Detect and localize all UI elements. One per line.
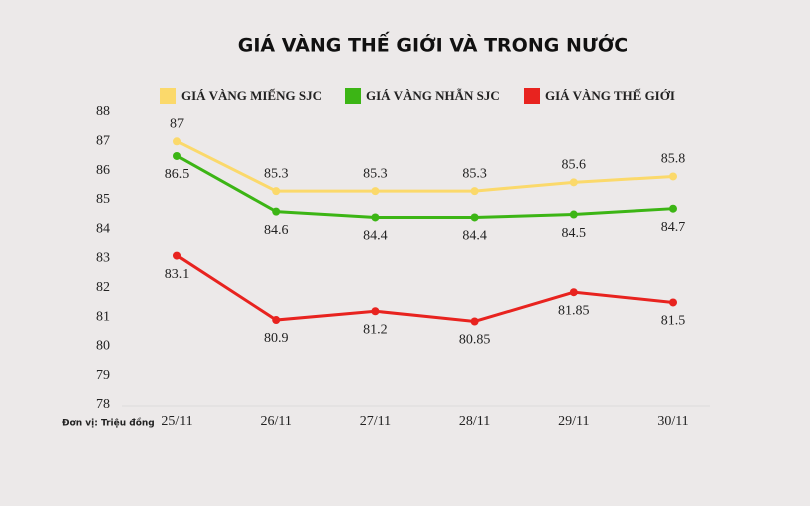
- y-tick-label: 88: [96, 104, 110, 119]
- data-label: 83.1: [165, 267, 190, 282]
- data-point: [569, 288, 578, 297]
- y-tick-label: 82: [96, 280, 110, 295]
- data-label: 80.85: [459, 333, 491, 348]
- data-label: 87: [170, 117, 184, 132]
- series-line: [176, 139, 674, 193]
- legend-label: GIÁ VÀNG NHẪN SJC: [366, 88, 500, 103]
- data-label: 84.4: [363, 229, 388, 244]
- unit-label: Đơn vị: Triệu đồng: [62, 418, 155, 429]
- data-label: 84.7: [661, 220, 686, 235]
- data-label: 85.3: [363, 166, 388, 181]
- x-tick-label: 26/11: [261, 414, 292, 429]
- data-point: [173, 137, 181, 146]
- y-tick-label: 80: [96, 339, 110, 354]
- y-tick-label: 85: [96, 192, 110, 207]
- x-tick-label: 30/11: [657, 414, 688, 429]
- data-point: [173, 151, 181, 160]
- x-tick-label: 25/11: [161, 414, 192, 429]
- data-point: [669, 172, 677, 181]
- legend-swatch: [160, 88, 176, 104]
- data-point: [569, 210, 578, 219]
- data-label: 85.3: [462, 166, 487, 181]
- data-point: [470, 213, 479, 222]
- data-label: 85.6: [562, 158, 587, 173]
- y-tick-label: 78: [96, 397, 110, 412]
- data-point: [173, 251, 181, 260]
- y-tick-label: 86: [96, 163, 110, 178]
- data-label: 81.2: [363, 322, 388, 337]
- data-label: 81.85: [558, 303, 590, 318]
- data-point: [569, 178, 578, 187]
- data-point: [470, 317, 479, 326]
- data-point: [470, 187, 479, 196]
- series-line: [176, 254, 674, 324]
- data-point: [272, 207, 281, 216]
- y-tick-label: 79: [96, 368, 110, 383]
- legend-swatch: [524, 88, 540, 104]
- data-label: 84.4: [462, 229, 487, 244]
- legend-swatch: [345, 88, 361, 104]
- data-label: 81.5: [661, 314, 686, 329]
- y-tick-label: 87: [96, 134, 110, 149]
- data-label: 85.8: [661, 152, 686, 167]
- data-point: [371, 213, 380, 222]
- x-tick-label: 28/11: [459, 414, 490, 429]
- data-point: [272, 187, 281, 196]
- y-tick-label: 81: [96, 309, 110, 324]
- x-tick-label: 27/11: [360, 414, 391, 429]
- data-label: 85.3: [264, 166, 289, 181]
- chart-title: GIÁ VÀNG THẾ GIỚI VÀ TRONG NƯỚC: [238, 31, 629, 57]
- x-tick-label: 29/11: [558, 414, 589, 429]
- y-tick-label: 84: [96, 221, 110, 236]
- data-point: [669, 204, 677, 213]
- data-label: 86.5: [165, 167, 190, 182]
- data-point: [371, 187, 380, 196]
- series-line: [176, 154, 674, 219]
- data-point: [272, 316, 281, 325]
- y-tick-label: 83: [96, 251, 110, 266]
- data-point: [371, 307, 380, 316]
- legend-label: GIÁ VÀNG THẾ GIỚI: [545, 88, 675, 103]
- data-label: 80.9: [264, 331, 289, 346]
- data-label: 84.6: [264, 223, 289, 238]
- legend-label: GIÁ VÀNG MIẾNG SJC: [181, 88, 322, 103]
- data-label: 84.5: [562, 226, 587, 241]
- data-point: [669, 298, 677, 307]
